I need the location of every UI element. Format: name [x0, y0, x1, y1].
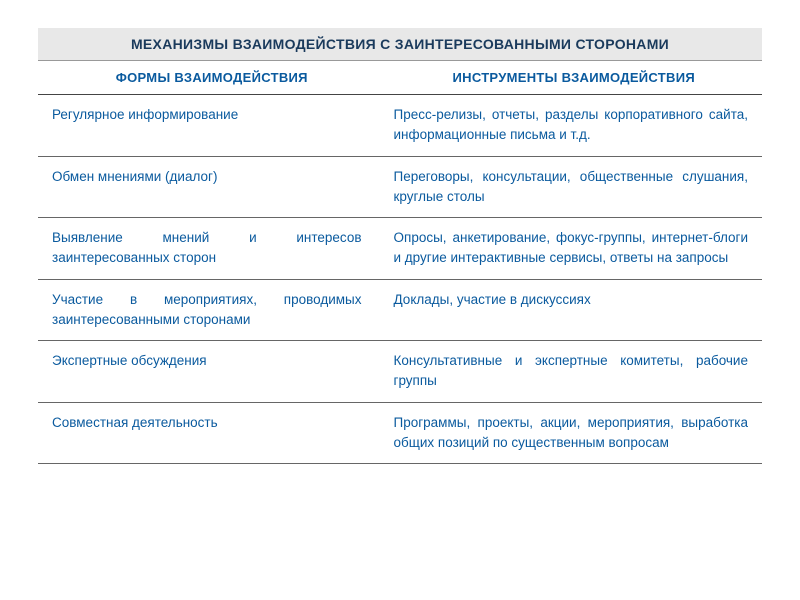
instrument-cell: Опросы, анкетирование, фокус-группы, инт…: [386, 218, 762, 280]
column-header-instruments: ИНСТРУМЕНТЫ ВЗАИМОДЕЙСТВИЯ: [386, 61, 762, 95]
sub-header-row: ФОРМЫ ВЗАИМОДЕЙСТВИЯ ИНСТРУМЕНТЫ ВЗАИМОД…: [38, 61, 762, 95]
table-row: Обмен мнениями (диалог) Переговоры, конс…: [38, 156, 762, 218]
table-row: Экспертные обсуждения Консультативные и …: [38, 341, 762, 403]
instrument-cell: Консультативные и экспертные комитеты, р…: [386, 341, 762, 403]
form-cell: Выявление мнений и интересов заинтересов…: [38, 218, 386, 280]
instrument-cell: Программы, проекты, акции, мероприятия, …: [386, 402, 762, 464]
form-cell: Совместная деятельность: [38, 402, 386, 464]
mechanisms-table: МЕХАНИЗМЫ ВЗАИМОДЕЙСТВИЯ С ЗАИНТЕРЕСОВАН…: [38, 28, 762, 464]
table-row: Участие в мероприятиях, проводимых заинт…: [38, 279, 762, 341]
table-title: МЕХАНИЗМЫ ВЗАИМОДЕЙСТВИЯ С ЗАИНТЕРЕСОВАН…: [38, 28, 762, 61]
table-row: Регулярное информирование Пресс-релизы, …: [38, 95, 762, 157]
table-row: Совместная деятельность Программы, проек…: [38, 402, 762, 464]
form-cell: Регулярное информирование: [38, 95, 386, 157]
instrument-cell: Переговоры, консультации, общественные с…: [386, 156, 762, 218]
form-cell: Участие в мероприятиях, проводимых заинт…: [38, 279, 386, 341]
form-cell: Экспертные обсуждения: [38, 341, 386, 403]
form-cell: Обмен мнениями (диалог): [38, 156, 386, 218]
instrument-cell: Пресс-релизы, отчеты, разделы корпоратив…: [386, 95, 762, 157]
instrument-cell: Доклады, участие в дискуссиях: [386, 279, 762, 341]
column-header-forms: ФОРМЫ ВЗАИМОДЕЙСТВИЯ: [38, 61, 386, 95]
table-row: Выявление мнений и интересов заинтересов…: [38, 218, 762, 280]
main-header-row: МЕХАНИЗМЫ ВЗАИМОДЕЙСТВИЯ С ЗАИНТЕРЕСОВАН…: [38, 28, 762, 61]
